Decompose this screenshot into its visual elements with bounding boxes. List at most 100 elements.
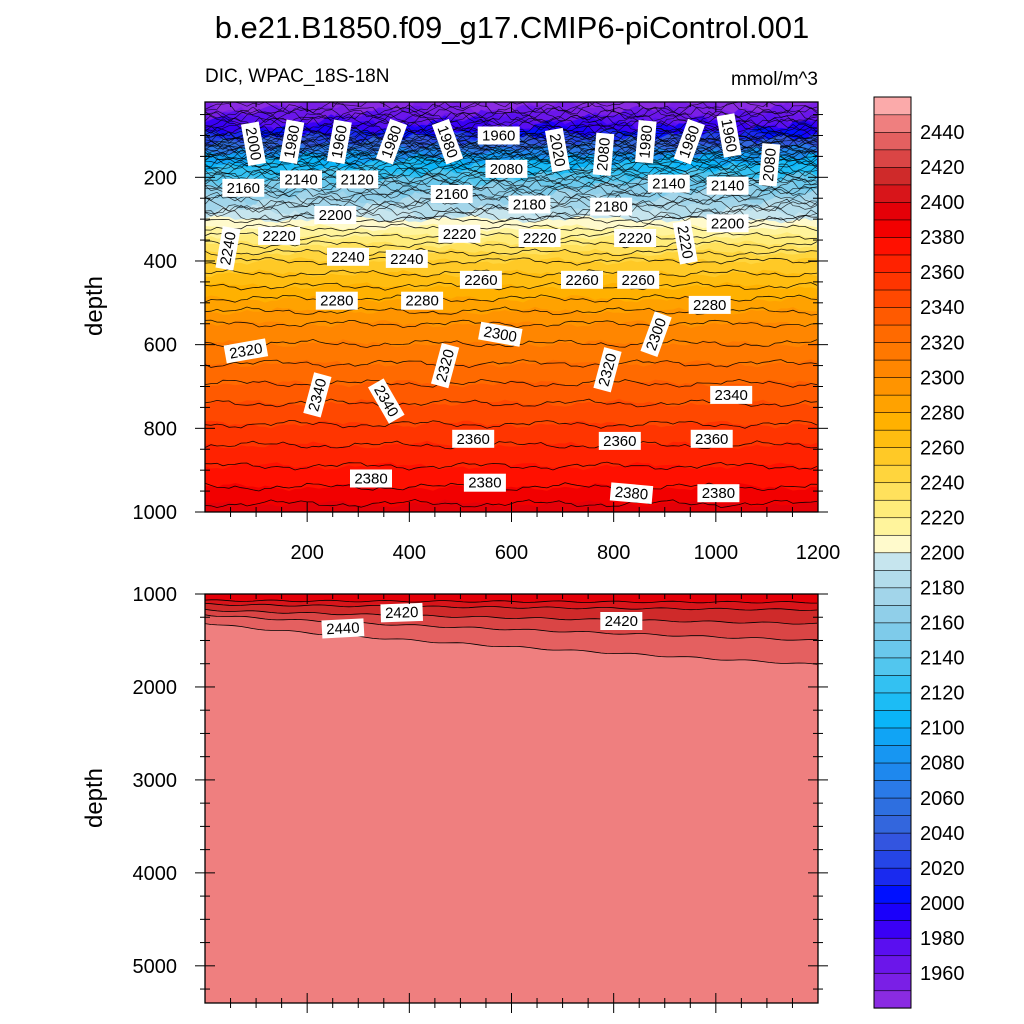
colorbar-swatch <box>873 779 912 799</box>
upper-contour-label-text: 1960 <box>329 124 352 160</box>
upper-contour-label-text: 2340 <box>715 387 748 404</box>
upper-contour-label-text: 2220 <box>262 228 295 245</box>
upper-contour-label-box <box>430 342 460 389</box>
upper-contour-label-text: 2380 <box>354 471 387 488</box>
colorbar-tick-label: 2320 <box>920 332 965 354</box>
upper-contour-label: 2360 <box>452 429 495 448</box>
upper-contour-line <box>204 281 818 291</box>
upper-contour-label-box <box>485 159 528 178</box>
upper-contour-label-box <box>336 170 379 189</box>
upper-contour-label-text: 2380 <box>614 484 649 504</box>
upper-contour-label-box <box>593 347 622 393</box>
upper-contour-line <box>204 231 818 241</box>
lower-contour-label-text: 2440 <box>326 620 360 639</box>
upper-contour-label-box <box>706 176 749 195</box>
colorbar-tick-label: 2300 <box>920 367 965 389</box>
upper-x-tick-label: 200 <box>290 542 323 564</box>
colorbar-swatch <box>873 517 912 536</box>
units-label: mmol/m^3 <box>731 69 818 90</box>
lower-panel: 2420 2420 2440 1000 2000 3000 4000 5000 <box>133 584 828 1013</box>
upper-contour-label-box <box>688 295 731 314</box>
colorbar-swatch <box>873 709 912 729</box>
upper-contour-label-box <box>401 291 444 310</box>
upper-contour-label-box <box>240 121 267 167</box>
lower-y-tick-label: 2000 <box>133 677 178 699</box>
upper-contour-label-box <box>561 270 603 289</box>
upper-contour-label-box <box>223 338 269 364</box>
colorbar-swatch <box>873 324 912 343</box>
colorbar-swatch <box>873 394 912 413</box>
upper-contour-line <box>204 247 818 257</box>
upper-contour-label: 2120 <box>336 170 379 189</box>
colorbar-tick-label: 2280 <box>920 402 965 424</box>
upper-contour-label-box <box>690 429 733 448</box>
upper-y-tick-label: 400 <box>144 251 177 273</box>
upper-contour-label-box <box>459 270 502 289</box>
upper-contour-label-box <box>508 195 551 214</box>
upper-contour-label-text: 2220 <box>673 224 696 260</box>
upper-contour-label: 2160 <box>430 185 473 203</box>
upper-x-tick-label: 400 <box>393 542 426 564</box>
upper-contour-label-text: 2080 <box>594 137 614 172</box>
upper-panel-contour-labels: 2000 1980 1960 1980 1980 1960 2020 2080 1980 1980… <box>215 113 781 504</box>
upper-contour-label: 2220 <box>672 219 698 265</box>
upper-contour-label-text: 2380 <box>702 485 735 502</box>
upper-contour-label-box <box>215 226 241 271</box>
colorbar-tick-label: 2140 <box>920 648 965 670</box>
upper-contour-label-box <box>385 249 428 268</box>
upper-contour-label-text: 2220 <box>618 230 651 247</box>
upper-contour-label: 2340 <box>710 385 753 404</box>
lower-contour-label-text: 2420 <box>605 613 638 630</box>
upper-panel: 2000 1980 1960 1980 1980 1960 2020 2080 1980 1980… <box>133 101 840 564</box>
upper-contour-label: 2240 <box>327 247 369 266</box>
upper-contour-label: 2280 <box>401 291 444 310</box>
upper-contour-label-text: 2160 <box>435 186 468 203</box>
upper-contour-label-box <box>673 118 705 165</box>
upper-contour-label: 1960 <box>716 113 742 158</box>
upper-contour-label-box <box>598 431 641 450</box>
variable-label: DIC, WPAC_18S-18N <box>205 66 389 87</box>
colorbar-swatch <box>873 797 912 816</box>
lower-contour-line <box>204 603 818 611</box>
upper-contour-label-box <box>279 119 305 164</box>
colorbar-swatch <box>873 464 912 484</box>
upper-contour-line <box>204 205 818 224</box>
upper-contour-line <box>204 378 818 388</box>
upper-contour-label: 1960 <box>326 119 352 164</box>
colorbar-swatch <box>873 937 912 957</box>
colorbar-tick-label: 2220 <box>920 508 965 530</box>
colorbar-tick-label: 2260 <box>920 437 965 459</box>
colorbar-tick-label: 2400 <box>920 192 965 214</box>
upper-contour-line <box>204 319 818 329</box>
upper-contour-label-box <box>326 119 352 164</box>
upper-contour-label: 2360 <box>598 431 641 450</box>
upper-contour-label-box <box>303 372 332 418</box>
colorbar-tick-label: 2440 <box>920 122 965 144</box>
colorbar-swatch <box>873 412 912 431</box>
upper-contour-label-box <box>478 321 523 347</box>
figure-title: b.e21.B1850.f09_g17.CMIP6-piControl.001 <box>215 10 810 45</box>
colorbar-swatch <box>873 447 912 466</box>
colorbar-tick-label: 2160 <box>920 613 965 635</box>
upper-contour-line <box>204 257 817 266</box>
upper-contour-label: 2000 <box>240 121 267 167</box>
upper-contour-label-box <box>368 378 405 424</box>
colorbar-swatch <box>873 902 912 922</box>
colorbar-swatch <box>873 972 912 992</box>
upper-contour-label: 2220 <box>438 224 481 243</box>
upper-contour-label-box <box>314 206 357 224</box>
colorbar-swatch <box>873 674 912 694</box>
colorbar-swatch <box>873 236 912 256</box>
upper-contour-line <box>204 359 818 369</box>
colorbar-swatch <box>873 219 912 238</box>
upper-contour-label: 2220 <box>614 229 657 247</box>
colorbar-swatch <box>873 692 912 711</box>
colorbar-tick-label: 2240 <box>920 472 965 494</box>
colorbar-swatch <box>873 604 912 624</box>
upper-contour-label: 2320 <box>223 338 269 364</box>
upper-contour-line <box>204 268 818 278</box>
colorbar-swatch <box>873 744 912 764</box>
upper-contour-label-box <box>431 118 464 165</box>
colorbar-swatch <box>873 359 912 378</box>
upper-contour-label-text: 2140 <box>284 171 317 188</box>
